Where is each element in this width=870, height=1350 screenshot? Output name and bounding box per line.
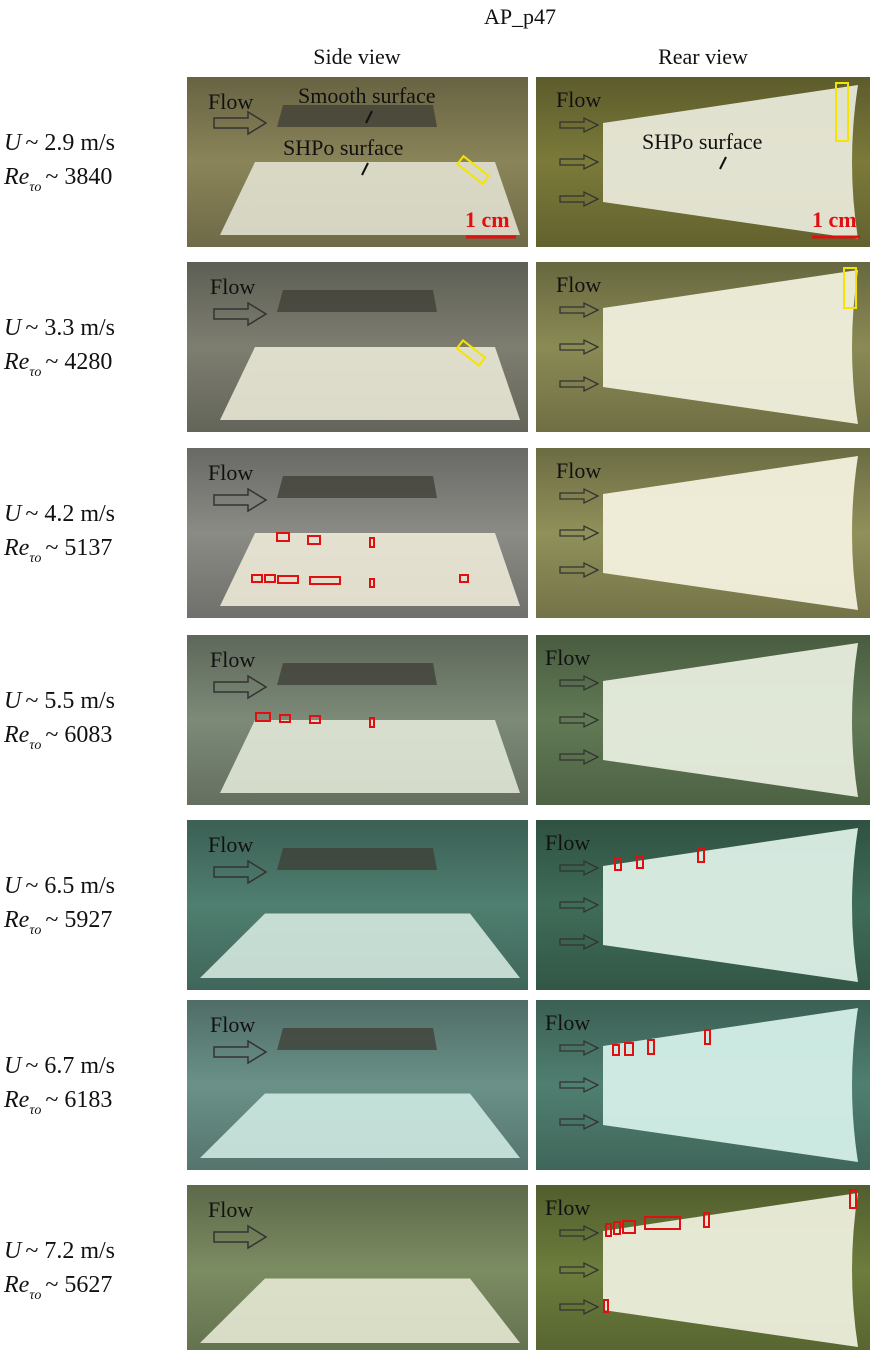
velocity-symbol: U [4,1053,23,1079]
reynolds-symbol: Re [3,1272,30,1298]
rear-panel: Flow [536,1185,870,1350]
shpo-surface [220,720,520,793]
reynolds-value: ~ 5927 [45,907,112,933]
velocity-value: ~ 2.9 m/s [25,130,115,156]
flow-label: Flow [210,647,255,672]
velocity-symbol: U [4,1238,23,1264]
flow-label: Flow [545,830,590,855]
flow-label: Flow [545,1195,590,1220]
reynolds-value: ~ 4280 [45,349,112,375]
velocity-value: ~ 5.5 m/s [25,688,115,714]
flow-label: Flow [210,274,255,299]
reynolds-subscript: τo [29,365,41,380]
velocity-label: U~ 5.5 m/s [4,688,115,714]
side-panel: Flow [187,448,528,618]
smooth-surface [277,663,437,685]
velocity-value: ~ 7.2 m/s [25,1238,115,1264]
reynolds-label: Reτo ~ 5627 [3,1272,112,1303]
smooth-surface [277,476,437,498]
reynolds-label: Reτo ~ 5137 [3,535,112,566]
annotation: SHPo surface [283,135,403,160]
annotation: SHPo surface [642,129,762,154]
column-header: Side view [313,44,400,69]
side-panel: Flow [187,635,528,805]
velocity-symbol: U [4,315,23,341]
velocity-label: U~ 6.5 m/s [4,873,115,899]
flow-label: Flow [208,460,253,485]
reynolds-symbol: Re [3,349,30,375]
velocity-label: U~ 6.7 m/s [4,1053,115,1079]
scale-label: 1 cm [465,207,510,232]
reynolds-value: ~ 5137 [45,535,112,561]
reynolds-subscript: τo [29,738,41,753]
figure: AP_p47 Side view Rear view U~ 2.9 m/sReτ… [0,0,870,1350]
reynolds-subscript: τo [29,1103,41,1118]
annotation: Smooth surface [298,83,435,108]
flow-label: Flow [208,1197,253,1222]
velocity-value: ~ 3.3 m/s [25,315,115,341]
flow-label: Flow [210,1012,255,1037]
figure-title: AP_p47 [484,4,556,29]
reynolds-subscript: τo [29,180,41,195]
reynolds-label: Reτo ~ 5927 [3,907,112,938]
velocity-value: ~ 6.7 m/s [25,1053,115,1079]
velocity-label: U~ 3.3 m/s [4,315,115,341]
flow-label: Flow [556,87,601,112]
rear-panel: Flow [536,262,870,432]
reynolds-subscript: τo [29,1288,41,1303]
side-panel: Flow [187,1185,528,1350]
smooth-surface [277,105,437,127]
rear-panel: Flow [536,1000,870,1170]
side-panel: Flow [187,820,528,990]
reynolds-label: Reτo ~ 6083 [3,722,112,753]
column-header: Rear view [658,44,748,69]
reynolds-subscript: τo [29,923,41,938]
shpo-surface [220,347,520,420]
velocity-symbol: U [4,873,23,899]
velocity-value: ~ 6.5 m/s [25,873,115,899]
velocity-symbol: U [4,688,23,714]
reynolds-label: Reτo ~ 4280 [3,349,112,380]
velocity-label: U~ 2.9 m/s [4,130,115,156]
reynolds-value: ~ 6183 [45,1087,112,1113]
side-panel: Flow [187,1000,528,1170]
velocity-symbol: U [4,501,23,527]
flow-label: Flow [556,272,601,297]
flow-label: Flow [556,458,601,483]
smooth-surface [277,1028,437,1050]
rear-panel: Flow [536,820,870,990]
scale-label: 1 cm [812,207,857,232]
smooth-surface [277,290,437,312]
reynolds-subscript: τo [29,551,41,566]
reynolds-value: ~ 5627 [45,1272,112,1298]
reynolds-symbol: Re [3,722,30,748]
flow-label: Flow [545,1010,590,1035]
velocity-symbol: U [4,130,23,156]
reynolds-label: Reτo ~ 3840 [3,164,112,195]
reynolds-symbol: Re [3,1087,30,1113]
reynolds-value: ~ 6083 [45,722,112,748]
flow-label: Flow [208,89,253,114]
velocity-label: U~ 7.2 m/s [4,1238,115,1264]
reynolds-label: Reτo ~ 6183 [3,1087,112,1118]
reynolds-symbol: Re [3,907,30,933]
reynolds-symbol: Re [3,164,30,190]
flow-label: Flow [208,832,253,857]
smooth-surface [277,848,437,870]
side-panel: Flow [187,262,528,432]
velocity-value: ~ 4.2 m/s [25,501,115,527]
reynolds-value: ~ 3840 [45,164,112,190]
velocity-label: U~ 4.2 m/s [4,501,115,527]
reynolds-symbol: Re [3,535,30,561]
rear-panel: Flow [536,448,870,618]
rear-panel: Flow [536,635,870,805]
flow-label: Flow [545,645,590,670]
